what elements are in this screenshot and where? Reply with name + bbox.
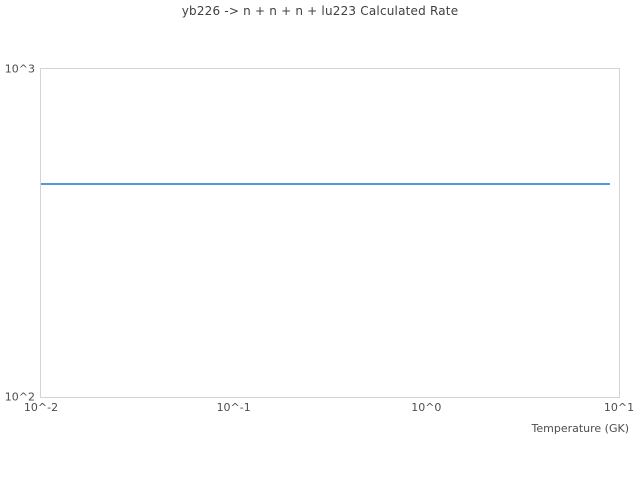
plot-area: 10^3 10^2 10^-2 10^-1 10^0 10^1 Temperat… xyxy=(5,63,634,436)
x-tick-label: 10^1 xyxy=(603,401,635,414)
y-tick-label: 10^3 xyxy=(4,62,35,76)
x-axis-label: Temperature (GK) xyxy=(531,422,630,435)
x-tick-label: 10^-2 xyxy=(23,401,59,414)
y-tick-label: 10^2 xyxy=(4,390,35,404)
x-tick-label: 10^-1 xyxy=(216,401,251,414)
rate-line-series xyxy=(41,183,611,186)
x-tick-label: 10^0 xyxy=(411,401,442,414)
chart-title: yb226 -> n + n + n + lu223 Calculated Ra… xyxy=(181,4,459,18)
